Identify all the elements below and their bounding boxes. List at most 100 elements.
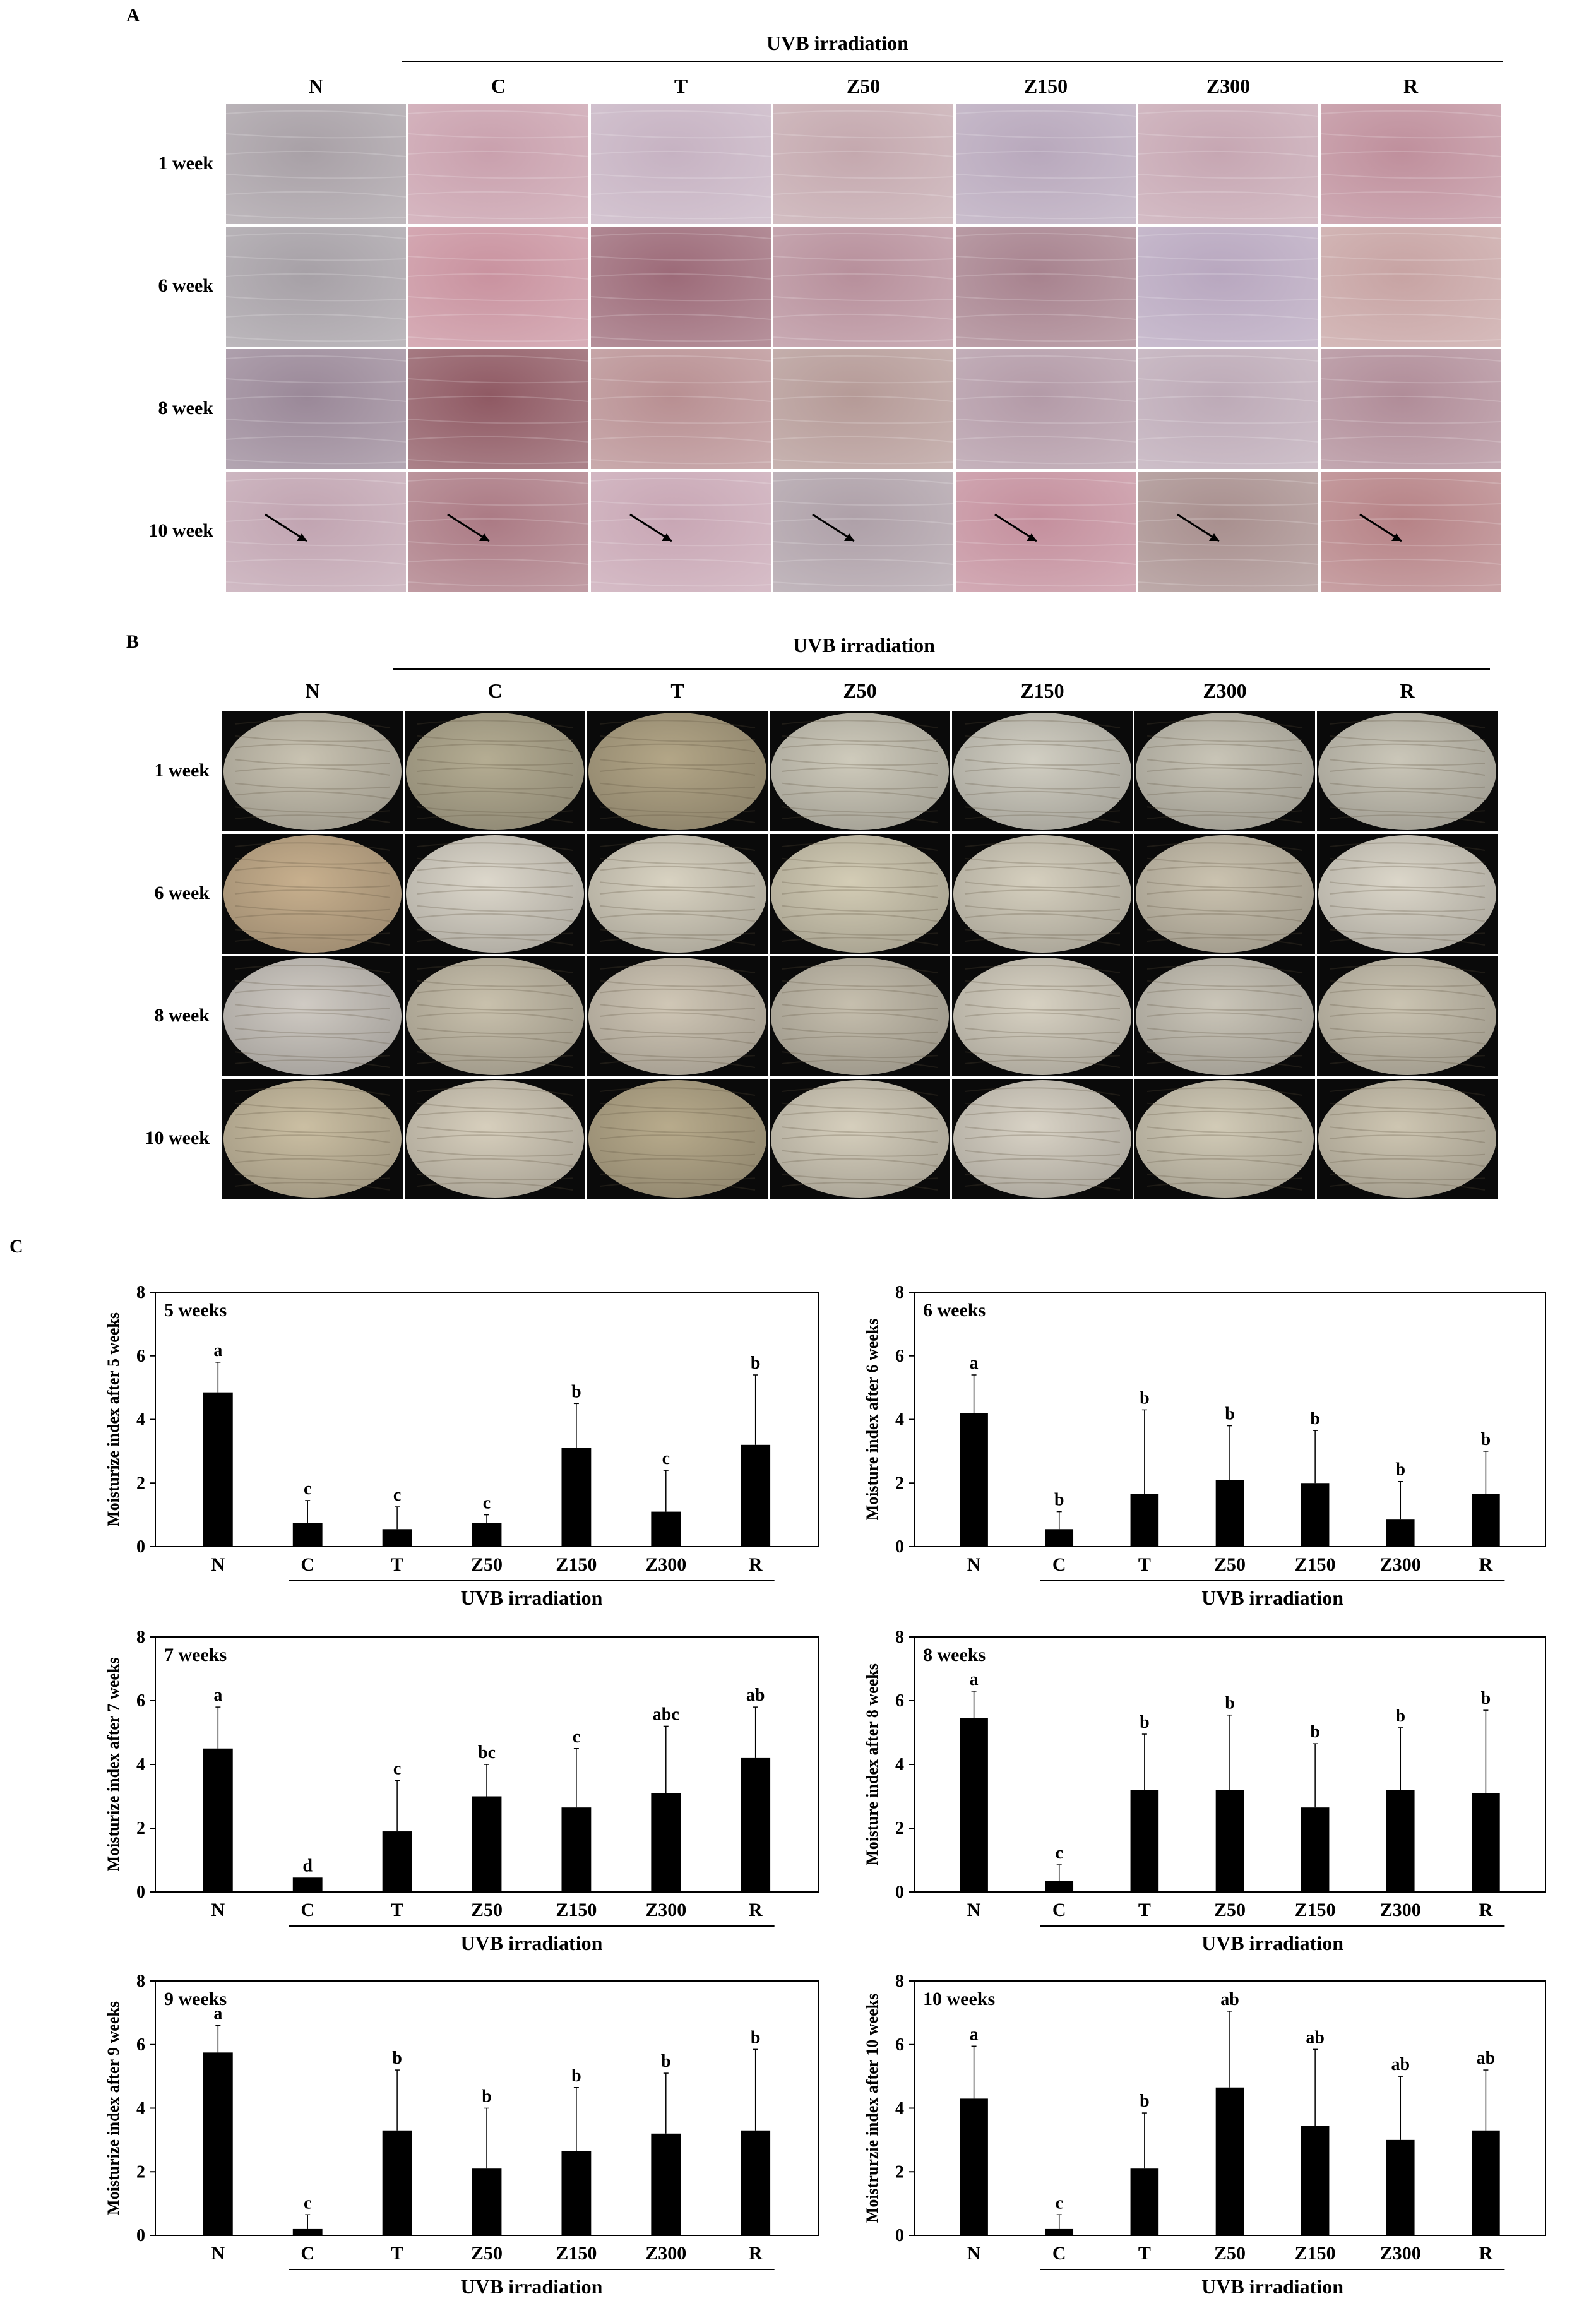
bar-chart-7-weeks: 7 weeks 0 2 4 6 8 Moisturize index after 7 wee… [104, 1627, 819, 1954]
panel-a-col-label-r: R [1403, 74, 1419, 97]
x-tick-label: R [1479, 1554, 1493, 1575]
x-tick-label: T [1138, 1554, 1151, 1575]
y-tick-label: 4 [895, 1755, 904, 1775]
y-tick-label: 6 [895, 2035, 904, 2055]
panel-a-letter: A [126, 5, 140, 26]
significance-letter-c: d [302, 1856, 313, 1876]
significance-letter-c: c [1056, 2193, 1063, 2213]
panel-b-image-z50-6-week [770, 834, 950, 954]
significance-letter-z50: bc [478, 1743, 496, 1763]
bar-z50 [472, 1523, 502, 1547]
bar-z50 [472, 2168, 502, 2235]
bar-z300 [651, 1793, 681, 1892]
panel-b-row-label-6-week: 6 week [154, 883, 210, 903]
y-tick-label: 0 [895, 1882, 904, 1902]
significance-letter-z300: b [661, 2052, 671, 2071]
panel-a-uvb-bracket [402, 61, 1503, 62]
bar-c [292, 1877, 323, 1892]
uvb-group-label: UVB irradiation [1201, 1932, 1343, 1954]
x-tick-label: N [211, 1554, 225, 1575]
y-tick-label: 2 [895, 1819, 904, 1838]
significance-letter-t: c [393, 1485, 401, 1505]
bar-t [382, 2130, 412, 2235]
x-tick-label: Z300 [1380, 2243, 1421, 2264]
y-tick-label: 2 [136, 1473, 145, 1493]
significance-letter-r: ab [1477, 2048, 1496, 2068]
panel-a-image-z300-8-week [1138, 349, 1318, 469]
significance-letter-z50: ab [1220, 1990, 1239, 2009]
x-tick-label: Z300 [645, 1900, 686, 1920]
panel-a-image-z50-1-week [773, 104, 953, 224]
panel-a-image-n-1-week [226, 104, 406, 224]
panel-b-uvb-header: UVB irradiation [793, 634, 935, 657]
bar-z150 [1301, 1807, 1330, 1892]
bar-c [1045, 1881, 1074, 1892]
panel-b-image-z300-1-week [1134, 711, 1315, 831]
bar-n [960, 1413, 988, 1547]
significance-letter-z300: ab [1391, 2055, 1410, 2074]
bar-z50 [1215, 1790, 1244, 1892]
panel-b-image-z300-6-week [1134, 834, 1315, 954]
bar-t [1130, 1494, 1159, 1547]
significance-letter-z300: b [1395, 1706, 1405, 1726]
x-tick-label: Z50 [1214, 1554, 1246, 1575]
panel-a-image-r-6-week [1321, 227, 1501, 347]
panel-b-col-label-r: R [1400, 679, 1415, 702]
y-tick-label: 4 [136, 2099, 145, 2119]
panel-a-row-label-8-week: 8 week [158, 398, 213, 419]
x-tick-label: R [1479, 2243, 1493, 2264]
significance-letter-c: b [1054, 1490, 1064, 1510]
significance-letter-z50: b [482, 2087, 492, 2107]
y-tick-label: 6 [136, 2035, 145, 2055]
x-tick-label: Z50 [471, 1554, 503, 1575]
significance-letter-n: a [213, 1341, 222, 1360]
bar-t [1130, 2168, 1159, 2235]
panel-b-image-t-6-week [587, 834, 768, 954]
significance-letter-n: a [970, 1670, 979, 1689]
y-axis-label: Moisture index after 8 weeks [863, 1663, 881, 1865]
panel-b-image-n-8-week [222, 956, 403, 1076]
bar-z300 [1386, 1519, 1415, 1547]
y-tick-label: 8 [136, 1627, 145, 1647]
x-tick-label: T [391, 1900, 403, 1920]
y-tick-label: 6 [136, 1691, 145, 1711]
panel-b-image-r-6-week [1317, 834, 1498, 954]
y-tick-label: 2 [895, 2162, 904, 2182]
significance-letter-z150: b [1310, 1722, 1320, 1742]
bar-chart-6-weeks: 6 weeks 0 2 4 6 8 Moisture index after 6 weeks… [863, 1283, 1546, 1609]
x-tick-label: Z150 [1295, 1900, 1336, 1920]
chart-title: 10 weeks [923, 1989, 995, 2009]
y-tick-label: 4 [136, 1755, 145, 1775]
x-tick-label: T [1138, 1900, 1151, 1920]
bar-z300 [651, 1511, 681, 1547]
chart-title: 9 weeks [164, 1989, 227, 2009]
significance-letter-r: ab [746, 1686, 765, 1705]
panel-a-image-z50-8-week [773, 349, 953, 469]
significance-letter-n: a [970, 2025, 979, 2044]
chart-title: 5 weeks [164, 1300, 227, 1321]
significance-letter-n: a [213, 2004, 222, 2024]
panel-a-col-label-z50: Z50 [846, 74, 881, 97]
bar-c [1045, 2228, 1074, 2235]
panel-b-row-label-8-week: 8 week [154, 1005, 210, 1026]
panel-a-image-c-1-week [408, 104, 588, 224]
panel-b-image-t-1-week [587, 711, 768, 831]
x-tick-label: Z50 [1214, 2243, 1246, 2264]
y-tick-label: 0 [136, 1537, 145, 1557]
significance-letter-z300: abc [653, 1704, 679, 1724]
panel-a-image-c-6-week [408, 227, 588, 347]
panel-b-row-label-10-week: 10 week [145, 1127, 210, 1148]
panel-a-image-c-10-week [408, 472, 588, 592]
bar-r [741, 1444, 771, 1547]
x-tick-label: Z150 [1295, 1554, 1336, 1575]
y-tick-label: 4 [895, 2099, 904, 2119]
significance-letter-r: b [1481, 1689, 1491, 1708]
y-tick-label: 0 [136, 1882, 145, 1902]
y-axis-label: Moisturize index after 7 weeks [104, 1658, 122, 1872]
significance-letter-c: c [1056, 1843, 1063, 1863]
x-tick-label: Z50 [471, 1900, 503, 1920]
panel-a-col-label-z150: Z150 [1023, 74, 1068, 97]
panel-b-image-r-8-week [1317, 956, 1498, 1076]
y-axis-label: Moistrurzie index after 10 weeks [863, 1994, 881, 2223]
panel-a-row-label-1-week: 1 week [158, 153, 213, 174]
